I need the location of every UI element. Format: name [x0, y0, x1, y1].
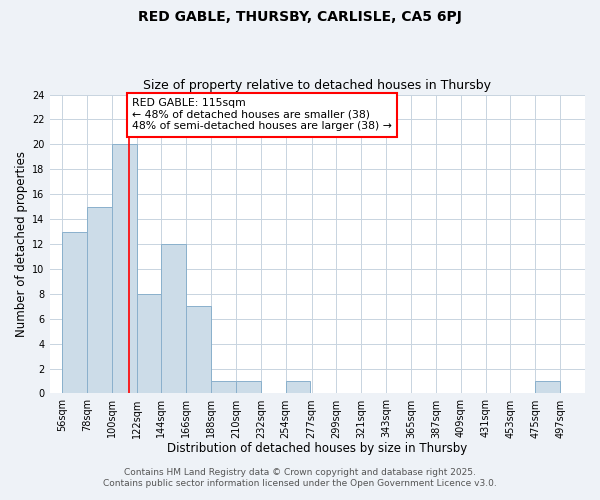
Text: RED GABLE, THURSBY, CARLISLE, CA5 6PJ: RED GABLE, THURSBY, CARLISLE, CA5 6PJ	[138, 10, 462, 24]
Text: Contains HM Land Registry data © Crown copyright and database right 2025.
Contai: Contains HM Land Registry data © Crown c…	[103, 468, 497, 487]
Bar	[161, 244, 186, 394]
Y-axis label: Number of detached properties: Number of detached properties	[15, 151, 28, 337]
Bar	[211, 381, 236, 394]
Bar	[186, 306, 211, 394]
Bar	[62, 232, 87, 394]
Bar	[286, 381, 310, 394]
Title: Size of property relative to detached houses in Thursby: Size of property relative to detached ho…	[143, 79, 491, 92]
Bar	[112, 144, 137, 394]
Bar	[87, 206, 112, 394]
Text: RED GABLE: 115sqm
← 48% of detached houses are smaller (38)
48% of semi-detached: RED GABLE: 115sqm ← 48% of detached hous…	[132, 98, 392, 132]
Bar	[535, 381, 560, 394]
Bar	[236, 381, 261, 394]
X-axis label: Distribution of detached houses by size in Thursby: Distribution of detached houses by size …	[167, 442, 467, 455]
Bar	[137, 294, 161, 394]
